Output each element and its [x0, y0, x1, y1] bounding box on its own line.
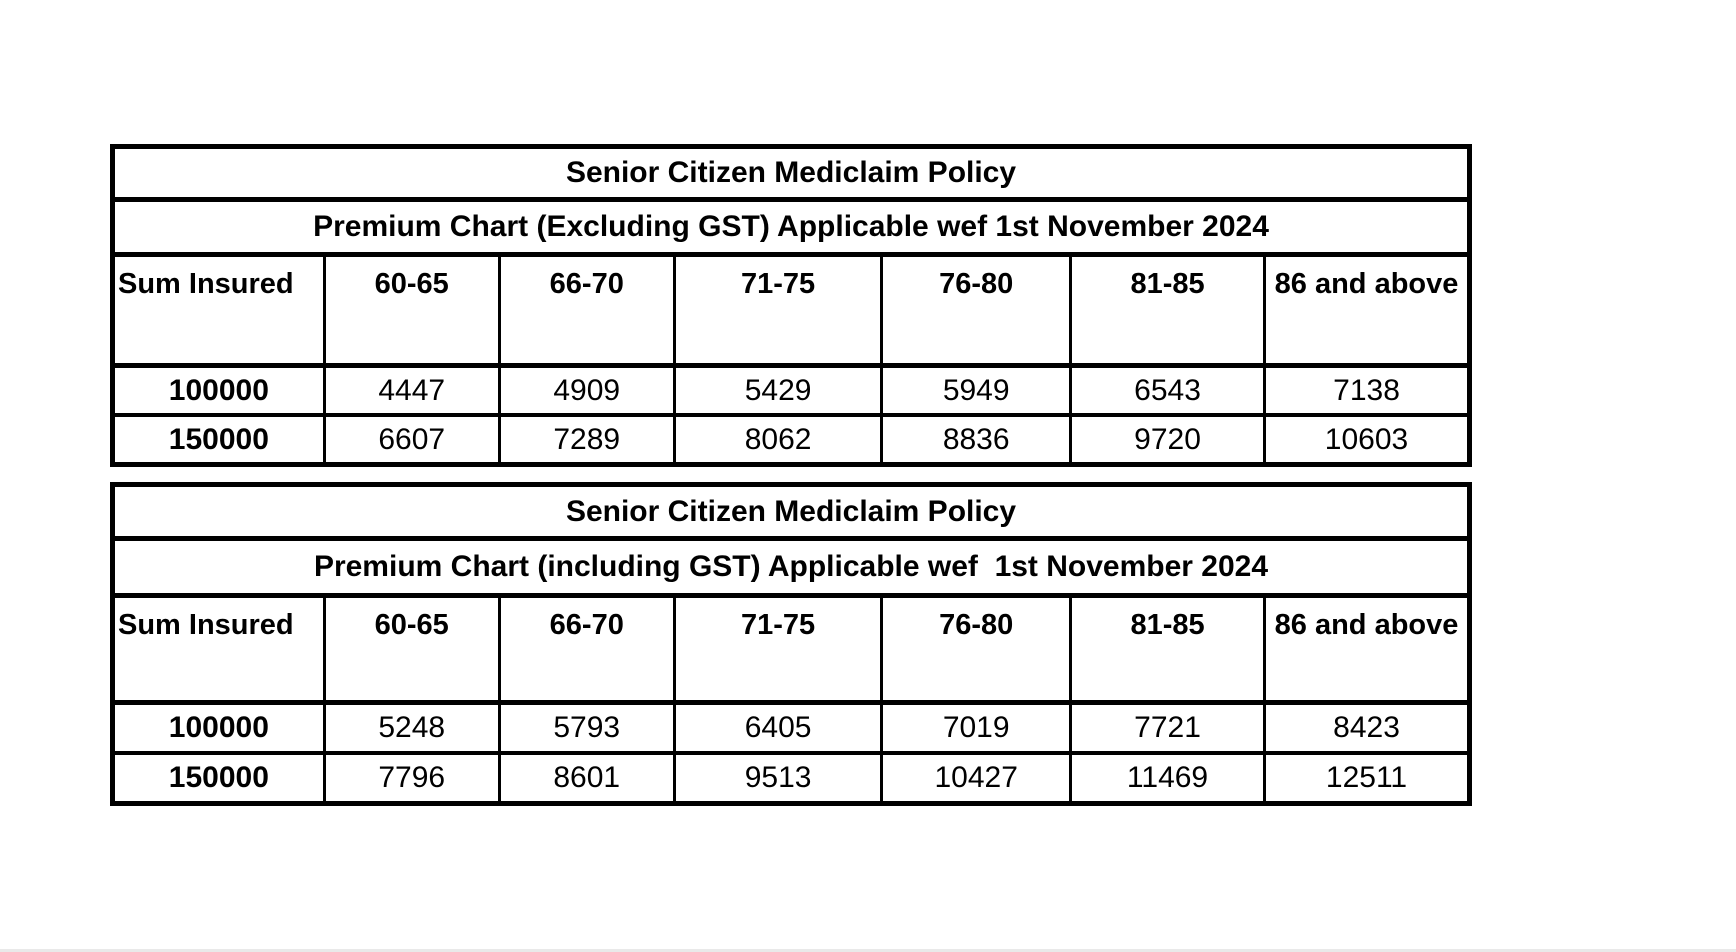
table-title-row: Senior Citizen Mediclaim Policy	[111, 144, 1471, 202]
column-header-age-76-80: 76-80	[880, 593, 1072, 705]
premium-cell: 8836	[880, 413, 1072, 467]
column-header-sum-insured: Sum Insured	[111, 593, 326, 705]
table-header-row: Sum Insured 60-65 66-70 71-75 76-80 81-8…	[111, 593, 1471, 705]
premium-cell: 5793	[497, 700, 676, 755]
sum-insured-cell: 100000	[111, 700, 326, 755]
table-header-row: Sum Insured 60-65 66-70 71-75 76-80 81-8…	[111, 252, 1471, 368]
premium-table-excluding-gst: Senior Citizen Mediclaim Policy Premium …	[110, 144, 1472, 467]
premium-cell: 7796	[322, 751, 501, 806]
column-header-age-86-above: 86 and above	[1263, 593, 1471, 705]
premium-cell: 10427	[880, 751, 1072, 806]
column-header-age-86-above: 86 and above	[1263, 252, 1471, 368]
premium-cell: 7138	[1263, 363, 1471, 417]
premium-cell: 7721	[1068, 700, 1267, 755]
scan-edge-artifact	[0, 949, 1736, 952]
premium-cell: 8423	[1263, 700, 1471, 755]
premium-cell: 4447	[322, 363, 501, 417]
table-title-row: Senior Citizen Mediclaim Policy	[111, 482, 1471, 541]
premium-cell: 10603	[1263, 413, 1471, 467]
premium-cell: 8601	[497, 751, 676, 806]
premium-cell: 9720	[1068, 413, 1267, 467]
premium-cell: 6607	[322, 413, 501, 467]
column-header-age-66-70: 66-70	[497, 593, 676, 705]
column-header-sum-insured: Sum Insured	[111, 252, 326, 368]
premium-cell: 12511	[1263, 751, 1471, 806]
column-header-age-71-75: 71-75	[672, 252, 884, 368]
table-title: Senior Citizen Mediclaim Policy	[111, 482, 1471, 541]
premium-cell: 7019	[880, 700, 1072, 755]
premium-cell: 11469	[1068, 751, 1267, 806]
premium-table-including-gst: Senior Citizen Mediclaim Policy Premium …	[110, 482, 1472, 806]
sum-insured-cell: 100000	[111, 363, 326, 417]
table-row: 150000 7796 8601 9513 10427 11469 12511	[111, 751, 1471, 806]
table-subtitle-row: Premium Chart (Excluding GST) Applicable…	[111, 197, 1471, 257]
premium-cell: 8062	[672, 413, 884, 467]
table-subtitle: Premium Chart (Excluding GST) Applicable…	[111, 197, 1471, 257]
sum-insured-cell: 150000	[111, 751, 326, 806]
premium-cell: 6405	[672, 700, 884, 755]
sum-insured-cell: 150000	[111, 413, 326, 467]
table-row: 100000 4447 4909 5429 5949 6543 7138	[111, 363, 1471, 417]
table-row: 100000 5248 5793 6405 7019 7721 8423	[111, 700, 1471, 755]
premium-cell: 5248	[322, 700, 501, 755]
table-subtitle-row: Premium Chart (including GST) Applicable…	[111, 536, 1471, 598]
column-header-age-81-85: 81-85	[1068, 252, 1267, 368]
table-row: 150000 6607 7289 8062 8836 9720 10603	[111, 413, 1471, 467]
column-header-age-60-65: 60-65	[322, 252, 501, 368]
premium-cell: 7289	[497, 413, 676, 467]
premium-cell: 9513	[672, 751, 884, 806]
table-subtitle: Premium Chart (including GST) Applicable…	[111, 536, 1471, 598]
column-header-age-66-70: 66-70	[497, 252, 676, 368]
column-header-age-71-75: 71-75	[672, 593, 884, 705]
table-title: Senior Citizen Mediclaim Policy	[111, 144, 1471, 202]
column-header-age-60-65: 60-65	[322, 593, 501, 705]
premium-cell: 5429	[672, 363, 884, 417]
premium-cell: 6543	[1068, 363, 1267, 417]
premium-cell: 5949	[880, 363, 1072, 417]
column-header-age-76-80: 76-80	[880, 252, 1072, 368]
premium-cell: 4909	[497, 363, 676, 417]
column-header-age-81-85: 81-85	[1068, 593, 1267, 705]
